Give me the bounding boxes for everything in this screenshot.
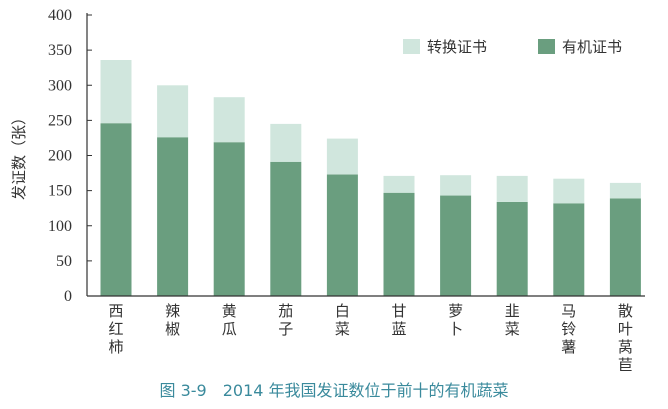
bar-organic-2: [213, 142, 245, 296]
x-tick-label-4: 白菜: [335, 302, 350, 338]
bar-organic-9: [609, 198, 641, 296]
bar-organic-4: [326, 174, 358, 296]
bar-conversion-3: [270, 123, 302, 162]
x-tick-label-0: 西红柿: [108, 302, 123, 356]
bar-organic-6: [440, 195, 472, 296]
legend-swatch-1: [538, 39, 555, 54]
bar-organic-1: [157, 137, 189, 296]
legend-label-1: 有机证书: [562, 38, 622, 56]
x-tick-label-5: 甘蓝: [391, 302, 406, 338]
bar-conversion-9: [609, 182, 641, 199]
bar-conversion-0: [100, 60, 132, 124]
y-tick-label-300: 300: [48, 77, 72, 94]
y-tick-label-0: 0: [64, 288, 72, 305]
bar-conversion-7: [496, 175, 528, 202]
x-tick-label-6: 萝卜: [448, 302, 463, 338]
bar-organic-0: [100, 123, 132, 296]
bar-conversion-8: [553, 178, 585, 204]
axes-layer: 0 50 100 150 200 250 300 350 400 西红柿 辣椒 黄瓜 茄子 白菜 甘蓝 萝卜 韭…: [48, 7, 645, 374]
y-tick-label-50: 50: [56, 253, 72, 270]
bar-organic-5: [383, 192, 415, 296]
y-tick-label-200: 200: [48, 148, 72, 165]
bar-conversion-2: [213, 97, 245, 143]
x-tick-label-8: 马铃薯: [561, 302, 576, 356]
chart-title: 图 3-9 2014 年我国发证数位于前十的有机蔬菜: [159, 381, 508, 400]
y-tick-label-100: 100: [48, 218, 72, 235]
bar-organic-7: [496, 201, 528, 296]
x-tick-label-1: 辣椒: [165, 302, 180, 338]
y-tick-label-350: 350: [48, 42, 72, 59]
bar-conversion-5: [383, 175, 415, 193]
bar-conversion-6: [440, 175, 472, 196]
bars-layer: [100, 60, 641, 296]
y-axis-label: 发证数（张）: [10, 110, 28, 200]
bar-organic-8: [553, 203, 585, 296]
y-tick-label-150: 150: [48, 183, 72, 200]
x-tick-label-3: 茄子: [278, 302, 293, 338]
x-tick-label-2: 黄瓜: [222, 302, 237, 338]
bar-conversion-1: [157, 85, 189, 138]
legend-label-0: 转换证书: [427, 38, 487, 56]
bar-organic-3: [270, 161, 302, 296]
y-tick-label-250: 250: [48, 112, 72, 129]
x-tick-label-9: 散叶莴苣: [618, 302, 633, 374]
bar-conversion-4: [326, 138, 358, 175]
x-tick-label-7: 韭菜: [505, 302, 520, 338]
legend-swatch-0: [403, 39, 420, 54]
legend: 转换证书 有机证书: [403, 38, 622, 56]
y-tick-label-400: 400: [48, 7, 72, 24]
